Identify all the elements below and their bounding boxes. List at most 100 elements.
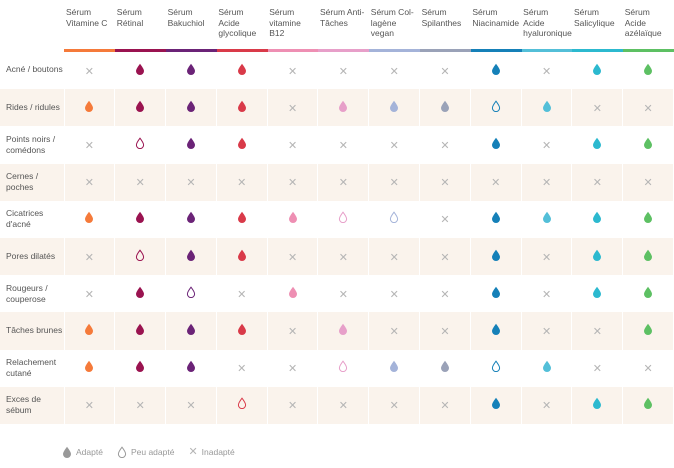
rating-cell — [114, 200, 167, 238]
table-row: Cicatrices d'acné ✕ — [0, 200, 674, 238]
rating-cell: ✕ — [419, 312, 471, 350]
table-row: Pores dilatés ✕ ✕ ✕ ✕ ✕ ✕ — [0, 237, 674, 276]
cross-icon: ✕ — [541, 400, 552, 413]
cross-icon: ✕ — [84, 251, 94, 264]
cross-icon: ✕ — [389, 139, 399, 152]
rating-cell: ✕ — [368, 163, 421, 201]
drop-outline-icon — [491, 100, 500, 112]
drop-outline-icon — [237, 397, 246, 410]
rating-cell — [114, 275, 167, 313]
row-label: Relachement cutané — [0, 349, 65, 387]
cross-icon: ✕ — [592, 363, 602, 376]
drop-filled-icon — [644, 137, 653, 149]
cross-icon: ✕ — [491, 177, 501, 190]
column-header-retinal: Sérum Rétinal — [114, 4, 166, 52]
drop-filled-icon — [390, 360, 399, 373]
drop-filled-icon — [237, 137, 246, 149]
rating-cell: ✕ — [419, 163, 471, 201]
rating-cell — [165, 50, 217, 90]
legend-item-inadapte: ✕ Inadapté — [188, 446, 234, 458]
cross-icon: ✕ — [541, 288, 552, 301]
cross-icon: ✕ — [237, 288, 247, 301]
rating-cell: ✕ — [521, 126, 573, 164]
rating-cell: ✕ — [521, 163, 573, 201]
rating-cell — [317, 349, 370, 387]
rating-cell — [622, 50, 674, 90]
rating-cell: ✕ — [368, 50, 421, 90]
drop-filled-icon — [593, 212, 602, 224]
rating-cell — [368, 200, 421, 238]
cross-icon: ✕ — [135, 177, 145, 190]
rating-cell — [165, 349, 217, 387]
rating-cell: ✕ — [419, 237, 471, 276]
rating-cell — [622, 386, 674, 424]
rating-cell — [216, 89, 268, 127]
cross-icon: ✕ — [84, 65, 94, 78]
cross-icon: ✕ — [338, 400, 348, 413]
drop-filled-icon — [593, 249, 602, 261]
row-label: Cernes / poches — [0, 163, 65, 201]
rating-cell — [216, 312, 268, 350]
row-label: Acné / boutons — [0, 50, 65, 90]
rating-cell — [165, 275, 217, 313]
rating-cell: ✕ — [571, 349, 624, 387]
rating-cell: ✕ — [317, 50, 370, 90]
cross-icon: ✕ — [389, 65, 399, 78]
rating-cell: ✕ — [267, 126, 319, 164]
rating-cell — [216, 237, 268, 276]
cross-icon: ✕ — [541, 251, 552, 264]
drop-filled-icon — [288, 212, 297, 224]
drop-filled-icon — [136, 100, 145, 112]
cross-icon: ✕ — [643, 177, 653, 190]
rating-cell — [165, 200, 217, 238]
drop-filled-icon — [440, 100, 449, 112]
drop-filled-icon — [186, 249, 195, 261]
drop-filled-icon — [542, 360, 551, 373]
column-header-salicylique: Sérum Salicylique — [571, 4, 623, 52]
column-header-azelaique: Sérum Acide azélaïque — [622, 4, 674, 52]
cross-icon: ✕ — [188, 446, 198, 458]
table-row: Rougeurs / couperose ✕ ✕ ✕ ✕ ✕ ✕ — [0, 275, 674, 313]
drop-filled-icon — [491, 323, 500, 335]
column-header-bakuchiol: Sérum Bakuchiol — [165, 4, 217, 52]
cross-icon: ✕ — [237, 363, 247, 376]
rating-cell: ✕ — [571, 163, 624, 201]
drop-outline-icon — [390, 211, 399, 224]
rating-cell — [622, 126, 674, 164]
rating-cell — [165, 126, 217, 164]
rating-cell: ✕ — [216, 163, 268, 201]
cross-icon: ✕ — [389, 288, 399, 301]
cross-icon: ✕ — [186, 177, 196, 190]
column-header-vitc: Sérum Vitamine C — [64, 4, 115, 52]
cross-icon: ✕ — [186, 400, 196, 413]
cross-icon: ✕ — [237, 177, 247, 190]
rating-cell — [571, 386, 624, 424]
drop-filled-icon — [237, 212, 246, 224]
cross-icon: ✕ — [440, 325, 450, 338]
legend: Adapté Peu adapté ✕ Inadapté — [62, 446, 235, 458]
drop-filled-icon — [644, 323, 653, 335]
rating-cell: ✕ — [622, 163, 674, 201]
drop-outline-icon — [491, 360, 500, 373]
drop-filled-icon — [339, 100, 348, 112]
rating-cell — [521, 200, 573, 238]
rating-cell: ✕ — [64, 237, 116, 276]
rating-cell: ✕ — [267, 312, 319, 350]
drop-filled-icon — [63, 446, 71, 458]
rating-cell: ✕ — [571, 312, 624, 350]
rating-cell — [64, 200, 116, 238]
rating-cell: ✕ — [368, 386, 421, 424]
rating-cell — [165, 312, 217, 350]
cross-icon: ✕ — [592, 102, 602, 115]
rating-cell: ✕ — [114, 386, 167, 424]
row-label: Rides / ridules — [0, 89, 65, 127]
rating-cell — [114, 89, 167, 127]
rating-cell — [64, 349, 116, 387]
cross-icon: ✕ — [440, 139, 450, 152]
cross-icon: ✕ — [84, 139, 94, 152]
drop-outline-icon — [339, 211, 348, 224]
cross-icon: ✕ — [84, 400, 94, 413]
legend-label-adapte: Adapté — [76, 447, 103, 457]
rating-cell: ✕ — [114, 163, 167, 201]
